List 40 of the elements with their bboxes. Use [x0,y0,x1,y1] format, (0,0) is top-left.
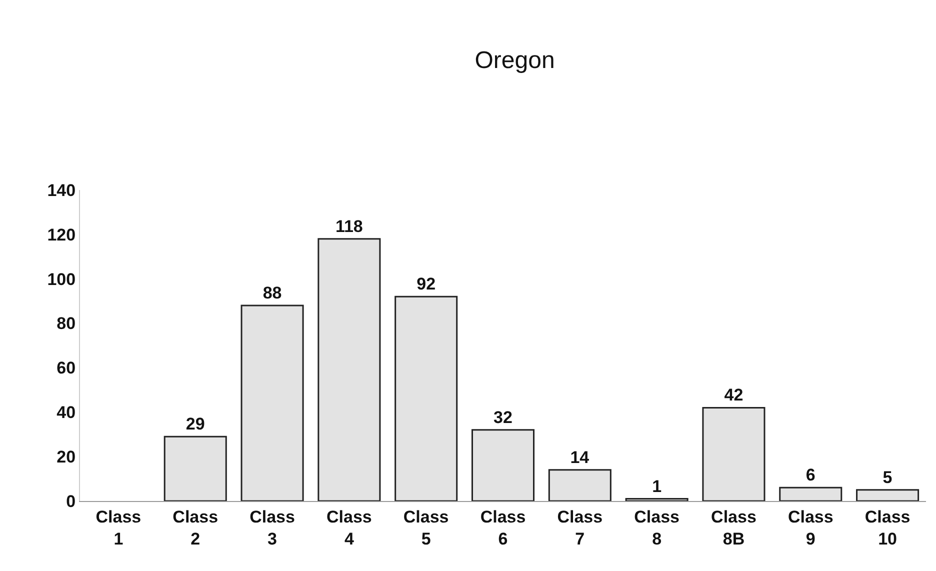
x-tick-label: Class 10 [864,507,910,548]
data-label: 32 [494,408,512,427]
bar [856,489,920,501]
bar [779,486,842,501]
bar [164,436,227,501]
bar [471,429,535,501]
x-tick-label: Class 4 [326,507,372,548]
x-tick-label: Class 8B [711,507,756,548]
y-tick-label: 60 [56,358,76,378]
x-tick-label: Class 9 [788,507,834,548]
y-tick-label: 40 [56,403,76,422]
data-label: 88 [262,284,282,303]
data-label: 92 [416,274,436,294]
x-tick-label: Class 6 [480,507,526,548]
data-label: 42 [724,386,744,405]
x-tick-label: Class 2 [172,507,218,548]
y-tick-label: 120 [47,225,76,244]
data-label: 29 [186,414,205,434]
bar [702,406,766,501]
bar [394,296,458,501]
y-tick-label: 20 [56,448,76,467]
bar [240,304,304,501]
data-label: 5 [882,468,892,487]
data-label: 1 [652,476,662,496]
chart-title: Oregon [474,47,555,74]
x-tick-label: Class 8 [634,507,680,548]
x-tick-label: Class 1 [96,507,142,548]
y-tick-label: 100 [47,270,76,289]
bar [625,498,688,501]
y-tick-label: 0 [66,492,76,511]
x-tick-label: Class 5 [403,507,449,548]
data-label: 14 [570,448,590,467]
y-tick-label: 140 [47,180,76,200]
y-tick-label: 80 [56,314,76,334]
x-tick-label: Class 3 [250,507,295,548]
bar [548,469,612,501]
data-label: 118 [335,216,363,236]
bar [318,238,381,501]
data-label: 6 [806,466,816,485]
x-tick-label: Class 7 [557,507,603,548]
